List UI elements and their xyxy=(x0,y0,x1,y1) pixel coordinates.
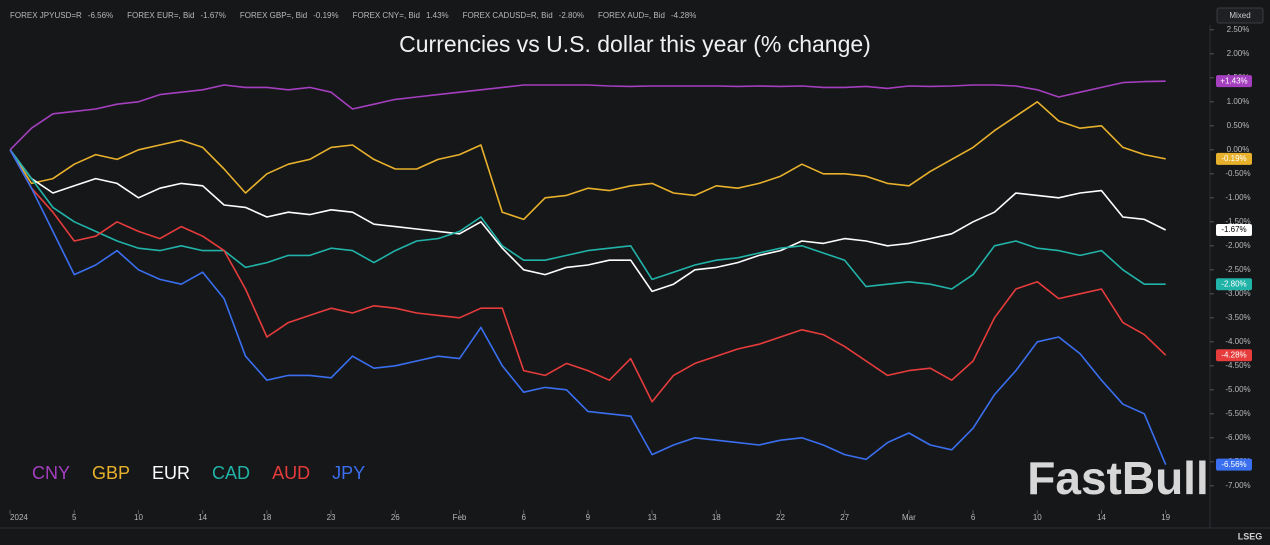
y-tick-label: -3.50% xyxy=(1225,313,1250,322)
y-tick-label: -7.00% xyxy=(1225,481,1250,490)
y-tick-label: -5.00% xyxy=(1225,385,1250,394)
x-tick-label: 6 xyxy=(971,513,976,522)
legend-name: FOREX CADUSD=R, Bid xyxy=(463,11,553,20)
x-tick-label: 27 xyxy=(840,513,849,522)
source-label: LSEG xyxy=(1238,531,1263,541)
y-tick-label: -3.00% xyxy=(1225,289,1250,298)
legend-name: FOREX AUD=, Bid xyxy=(598,11,665,20)
legend-change: 1.43% xyxy=(426,11,449,20)
x-tick-label: 26 xyxy=(391,513,400,522)
legend-change: -1.67% xyxy=(201,11,226,20)
x-tick-label: Feb xyxy=(453,513,467,522)
legend-change: -0.19% xyxy=(313,11,338,20)
series-line xyxy=(9,80,1166,151)
y-tick-label: -0.50% xyxy=(1225,169,1250,178)
last-value-box xyxy=(1216,458,1252,471)
y-tick-label: -4.00% xyxy=(1225,337,1250,346)
y-tick-label: 0.50% xyxy=(1227,121,1250,130)
last-value-box xyxy=(1216,223,1252,236)
legend-name: FOREX CNY=, Bid xyxy=(353,11,420,20)
legend-change: -4.28% xyxy=(671,11,696,20)
legend-label: AUD xyxy=(272,463,310,483)
series-line xyxy=(9,149,1166,290)
y-tick-label: 0.00% xyxy=(1227,145,1250,154)
x-tick-label: 5 xyxy=(72,513,77,522)
legend-label: CNY xyxy=(32,463,70,483)
scale-button-label[interactable]: Mixed xyxy=(1229,11,1250,20)
last-value-box xyxy=(1216,75,1252,88)
y-tick-label: -2.50% xyxy=(1225,265,1250,274)
series-line xyxy=(9,149,1167,403)
x-tick-label: 14 xyxy=(198,513,207,522)
legend-name: FOREX JPYUSD=R xyxy=(10,11,82,20)
legend-label: CAD xyxy=(212,463,250,483)
x-tick-label: 9 xyxy=(586,513,591,522)
last-value-box xyxy=(1216,152,1252,165)
x-tick-label: 14 xyxy=(1097,513,1106,522)
y-tick-label: -1.50% xyxy=(1225,217,1250,226)
x-tick-label: 18 xyxy=(712,513,721,522)
x-tick-label: Mar xyxy=(902,513,916,522)
x-tick-label: 23 xyxy=(327,513,336,522)
watermark: FastBull xyxy=(1027,452,1208,504)
y-tick-label: -1.00% xyxy=(1225,193,1250,202)
x-tick-label: 10 xyxy=(1033,513,1042,522)
x-tick-label: 6 xyxy=(521,513,526,522)
x-tick-label: 19 xyxy=(1161,513,1170,522)
last-value-label: -4.28% xyxy=(1221,350,1246,359)
last-value-box xyxy=(1216,278,1252,291)
last-value-label: -2.80% xyxy=(1221,279,1246,288)
y-tick-label: -4.50% xyxy=(1225,361,1250,370)
scale-button[interactable] xyxy=(1216,7,1264,24)
legend-label: JPY xyxy=(332,463,365,483)
legend-label: EUR xyxy=(152,463,190,483)
x-tick-label: 10 xyxy=(134,513,143,522)
y-tick-label: -6.00% xyxy=(1225,433,1250,442)
y-tick-label: -5.50% xyxy=(1225,409,1250,418)
x-tick-label: 2024 xyxy=(10,513,28,522)
legend-change: -2.80% xyxy=(559,11,584,20)
legend-name: FOREX GBP=, Bid xyxy=(240,11,307,20)
chart-title: Currencies vs U.S. dollar this year (% c… xyxy=(399,31,871,57)
last-value-label: +1.43% xyxy=(1220,76,1247,85)
last-value-label: -1.67% xyxy=(1221,225,1246,234)
legend-change: -6.56% xyxy=(88,11,113,20)
y-tick-label: 1.00% xyxy=(1227,97,1250,106)
x-tick-label: 22 xyxy=(776,513,785,522)
y-tick-label: 2.00% xyxy=(1227,49,1250,58)
series-line xyxy=(9,149,1167,466)
last-value-box xyxy=(1216,349,1252,362)
legend-name: FOREX EUR=, Bid xyxy=(127,11,194,20)
last-value-label: -0.19% xyxy=(1221,154,1246,163)
x-tick-label: 18 xyxy=(262,513,271,522)
last-value-label: -6.56% xyxy=(1221,460,1246,469)
y-tick-label: -2.00% xyxy=(1225,241,1250,250)
y-tick-label: 2.50% xyxy=(1227,25,1250,34)
x-tick-label: 13 xyxy=(648,513,657,522)
series-line xyxy=(9,101,1166,221)
series-line xyxy=(9,149,1167,293)
legend-label: GBP xyxy=(92,463,130,483)
